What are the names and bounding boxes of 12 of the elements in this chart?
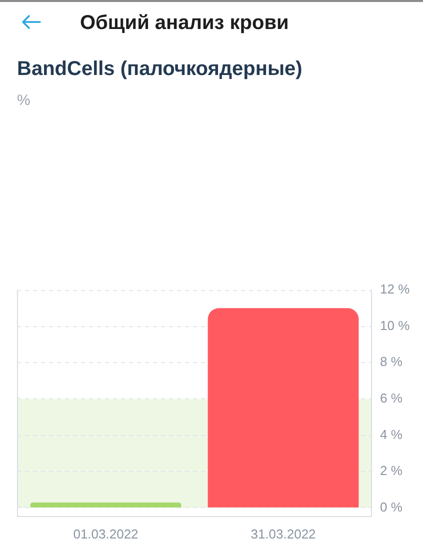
y-tick-label: 6 % [380,390,403,406]
y-tick-label: 10 % [380,318,410,333]
y-tick-label: 0 % [380,500,403,514]
x-tick-label: 01.03.2022 [73,526,138,542]
text: % [17,92,30,110]
y-tick-label: 2 % [380,463,403,478]
chart-subtitle: BandCells (палочкоядерные) [17,57,302,82]
y-tick-label: 4 % [380,426,403,442]
chart-title: Общий анализ крови [80,11,289,35]
y-tick-label: 12 % [380,282,410,297]
y-tick-label: 8 % [380,354,403,370]
x-tick-label: 31.03.2022 [250,526,316,542]
